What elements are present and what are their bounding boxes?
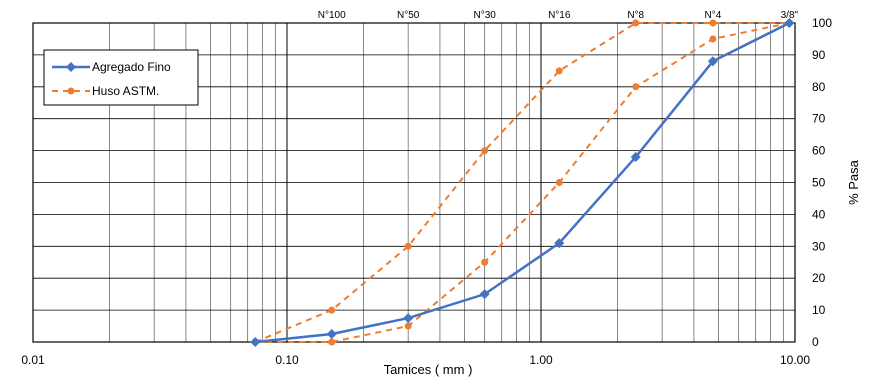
x-tick-label: 0.01 [21, 353, 45, 367]
sieve-label: N°4 [704, 10, 721, 21]
data-point [784, 18, 795, 28]
y-tick-label: 100 [812, 16, 832, 30]
data-point [328, 306, 336, 314]
data-point [554, 238, 565, 249]
curves [250, 18, 795, 347]
x-tick-label: 1.00 [529, 353, 553, 367]
y-tick-label: 80 [812, 80, 826, 94]
data-point [479, 289, 490, 300]
data-point [66, 62, 76, 72]
y-axis-title: % Pasa [846, 159, 861, 205]
sieve-label: N°30 [473, 10, 496, 21]
y-tick-label: 20 [812, 271, 826, 285]
legend-box [43, 49, 199, 106]
data-point [632, 19, 640, 27]
y-tick-label: 30 [812, 239, 826, 253]
x-tick-label: 10.00 [780, 353, 810, 367]
legend: Agregado Fino Huso ASTM. [43, 49, 199, 106]
data-point [632, 83, 640, 91]
series-line [254, 22, 790, 343]
data-point [555, 67, 563, 75]
plot-frame [32, 22, 796, 343]
data-point [707, 56, 718, 67]
y-tick-label: 70 [812, 112, 826, 126]
data-point [481, 147, 489, 155]
y-tick-label: 0 [812, 335, 819, 349]
data-point [404, 322, 412, 330]
data-point [709, 19, 717, 27]
data-point [404, 242, 412, 250]
data-point [326, 329, 337, 340]
y-tick-label: 10 [812, 303, 826, 317]
sieve-label: 3/8" [781, 10, 799, 21]
data-point [709, 35, 717, 43]
y-tick-label: 60 [812, 144, 826, 158]
sieve-label: N°8 [627, 10, 644, 21]
data-point [555, 179, 563, 186]
series-line [255, 22, 790, 343]
data-point [403, 313, 414, 324]
legend-label: Agregado Fino [92, 60, 171, 74]
series-line [255, 21, 790, 344]
legend-label: Huso ASTM. [92, 84, 159, 98]
data-point [481, 258, 489, 266]
series-0 [250, 18, 795, 347]
ticks: 0 10 20 30 40 50 60 70 80 90 100 0.01 0.10 1.00 10.00 N… [21, 10, 832, 367]
x-axis-title: Tamices ( mm ) [384, 362, 473, 377]
grid [32, 22, 796, 343]
sieve-label: N°100 [318, 10, 346, 21]
x-tick-label: 0.10 [275, 353, 299, 367]
data-point [328, 338, 336, 346]
data-point [250, 337, 261, 347]
sieve-label: N°50 [397, 10, 420, 21]
data-point [67, 87, 75, 95]
y-tick-label: 90 [812, 48, 826, 62]
sieve-label: N°16 [548, 10, 571, 21]
data-point [630, 151, 641, 162]
y-tick-label: 40 [812, 207, 826, 221]
y-tick-label: 50 [812, 176, 826, 190]
